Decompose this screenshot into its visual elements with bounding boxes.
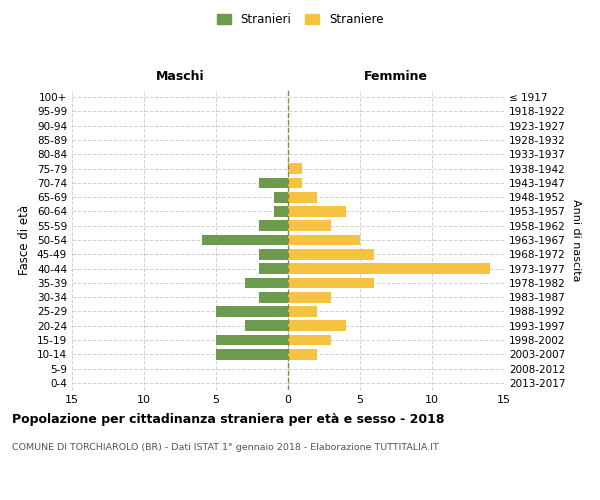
Bar <box>274 192 288 202</box>
Y-axis label: Anni di nascita: Anni di nascita <box>571 198 581 281</box>
Bar <box>288 192 317 202</box>
Text: Maschi: Maschi <box>155 70 205 82</box>
Text: Femmine: Femmine <box>364 70 428 82</box>
Bar <box>259 249 288 260</box>
Bar <box>259 220 288 231</box>
Bar <box>259 178 288 188</box>
Bar <box>259 292 288 302</box>
Text: Popolazione per cittadinanza straniera per età e sesso - 2018: Popolazione per cittadinanza straniera p… <box>12 412 445 426</box>
Bar <box>288 234 360 246</box>
Bar <box>288 163 302 174</box>
Bar <box>274 206 288 217</box>
Bar <box>288 334 331 345</box>
Bar <box>288 249 374 260</box>
Bar <box>288 220 331 231</box>
Legend: Stranieri, Straniere: Stranieri, Straniere <box>212 8 388 31</box>
Bar <box>288 178 302 188</box>
Bar <box>288 263 490 274</box>
Bar <box>288 278 374 288</box>
Bar <box>288 206 346 217</box>
Bar <box>216 349 288 360</box>
Bar <box>288 306 317 317</box>
Bar <box>288 349 317 360</box>
Bar <box>216 334 288 345</box>
Bar <box>245 278 288 288</box>
Y-axis label: Fasce di età: Fasce di età <box>19 205 31 275</box>
Bar <box>245 320 288 331</box>
Bar <box>202 234 288 246</box>
Bar <box>259 263 288 274</box>
Bar <box>216 306 288 317</box>
Bar <box>288 320 346 331</box>
Text: COMUNE DI TORCHIAROLO (BR) - Dati ISTAT 1° gennaio 2018 - Elaborazione TUTTITALI: COMUNE DI TORCHIAROLO (BR) - Dati ISTAT … <box>12 442 439 452</box>
Bar <box>288 292 331 302</box>
